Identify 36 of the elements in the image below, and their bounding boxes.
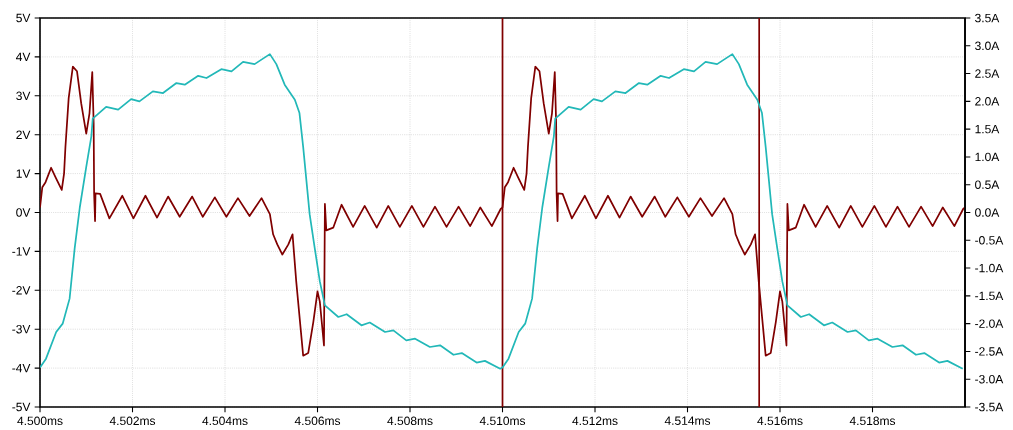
y2-tick-label: 0.0A (975, 208, 1000, 217)
x-tick-label: 4.500ms (17, 416, 63, 426)
x-tick-label: 4.514ms (664, 416, 711, 425)
x-tick-label: 4.516ms (757, 416, 803, 426)
y2-tick-label: -3.5A (975, 402, 1004, 412)
y2-tick-label: -1.0A (975, 263, 1004, 273)
x-tick-label: 4.512ms (572, 416, 618, 426)
y2-tick-label: 3.5A (975, 13, 1000, 23)
y2-tick-label: -3.0A (975, 374, 1004, 384)
y-tick-label: -3V (12, 324, 31, 334)
y2-tick-label: 0.5A (975, 180, 1000, 189)
x-tick-label: 4.510ms (479, 416, 526, 426)
y2-tick-label: -2.0A (975, 319, 1004, 328)
y-tick-label: 0V (16, 208, 31, 217)
y2-tick-label: -0.5A (975, 236, 1004, 245)
y-tick-label: -5V (12, 402, 31, 412)
y2-tick-label: 1.5A (975, 124, 1000, 134)
y2-tick-label: 2.0A (975, 97, 1000, 106)
y-tick-label: 1V (16, 169, 31, 178)
y2-tick-label: 1.0A (975, 152, 1000, 162)
y-tick-label: -4V (12, 363, 31, 373)
y2-tick-label: 3.0A (975, 41, 1000, 51)
y-tick-label: 4V (16, 52, 31, 62)
x-tick-label: 4.502ms (109, 416, 156, 426)
y-tick-label: 2V (16, 130, 31, 139)
y2-tick-label: -1.5A (975, 291, 1004, 301)
y2-tick-label: -2.5A (975, 347, 1004, 356)
x-tick-label: 4.506ms (294, 416, 341, 426)
y-tick-label: -1V (12, 247, 31, 256)
y-tick-label: 3V (16, 91, 31, 101)
y-tick-label: -2V (12, 286, 31, 295)
x-tick-label: 4.518ms (849, 416, 896, 426)
x-tick-label: 4.508ms (387, 416, 433, 426)
y2-tick-label: 2.5A (975, 69, 1000, 78)
y-tick-label: 5V (16, 13, 31, 23)
x-tick-label: 4.504ms (202, 416, 248, 426)
